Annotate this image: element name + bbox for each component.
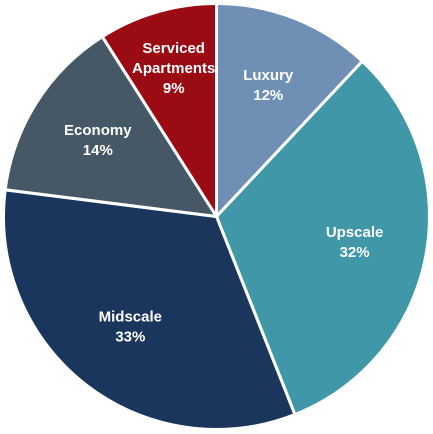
pie-label-economy: Economy 14%: [64, 122, 132, 159]
pie-slice-economy: [3, 34, 220, 219]
pie-slice-serviced-apartments: [100, 1, 218, 222]
pie-label-luxury: Luxury 12%: [243, 67, 294, 104]
pie-slice-luxury: [215, 1, 365, 221]
pie-label-midscale: Midscale 33%: [99, 309, 162, 346]
pie-slice-midscale: [2, 188, 297, 431]
pie-label-upscale: Upscale 32%: [326, 224, 384, 261]
pie-labels: Luxury 12% Upscale 32% Midscale 33% Economy 14%…: [64, 40, 383, 345]
pie-slice-upscale: [214, 59, 431, 417]
pie-label-serviced-apartments: Serviced Apartments 9%: [132, 40, 215, 97]
